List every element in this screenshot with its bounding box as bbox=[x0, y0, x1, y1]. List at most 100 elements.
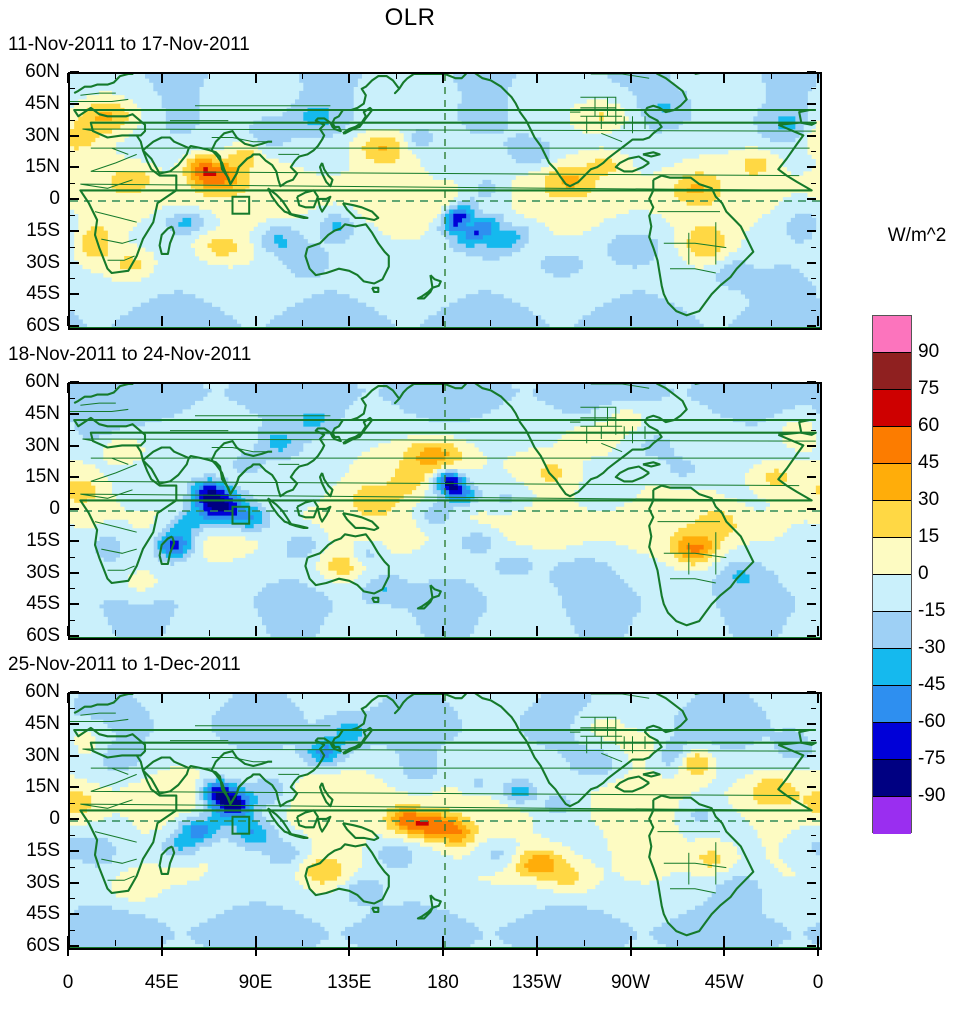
x-tick-outer bbox=[817, 946, 819, 956]
y-tick-major bbox=[70, 166, 79, 169]
colorbar-tick: 45 bbox=[918, 452, 940, 473]
coastline bbox=[296, 809, 319, 829]
x-tick-major bbox=[442, 693, 444, 703]
x-tick-major bbox=[254, 936, 257, 946]
coastline bbox=[798, 418, 817, 436]
y-tick-major bbox=[70, 381, 79, 383]
political-border bbox=[80, 712, 116, 716]
x-tick-major bbox=[348, 693, 351, 703]
y-tick-minor bbox=[811, 151, 816, 153]
map-panel-1 bbox=[68, 72, 822, 330]
x-tick-minor bbox=[771, 383, 773, 389]
x-tick-major bbox=[629, 383, 632, 393]
y-axis-label: 15N bbox=[25, 466, 60, 488]
x-tick-minor bbox=[396, 693, 398, 699]
x-tick-minor bbox=[489, 693, 491, 699]
x-tick-minor bbox=[771, 320, 773, 326]
y-axis-label: 15S bbox=[26, 839, 60, 861]
colorbar-band bbox=[873, 390, 911, 427]
x-tick-major bbox=[535, 316, 538, 326]
coastline bbox=[474, 384, 688, 498]
x-tick-major bbox=[817, 626, 819, 636]
coastline bbox=[73, 726, 816, 757]
coastline bbox=[210, 769, 255, 806]
y-tick-major bbox=[807, 539, 816, 542]
coastline bbox=[79, 121, 817, 275]
x-tick-major bbox=[348, 316, 351, 326]
y-axis-label: 30N bbox=[25, 434, 60, 456]
colorbar-band bbox=[873, 316, 911, 353]
y-tick-minor bbox=[811, 524, 816, 526]
x-tick-minor bbox=[114, 320, 116, 326]
map-panel-3 bbox=[68, 692, 822, 950]
x-tick-major bbox=[160, 383, 163, 393]
coastline bbox=[210, 130, 273, 151]
coastline bbox=[342, 202, 380, 222]
y-tick-major bbox=[70, 786, 79, 789]
y-tick-major bbox=[70, 325, 79, 327]
x-tick-major bbox=[160, 626, 163, 636]
x-axis-label: 135E bbox=[327, 972, 372, 993]
y-tick-minor bbox=[811, 930, 816, 932]
x-tick-major bbox=[160, 73, 163, 83]
x-tick-outer bbox=[67, 946, 69, 956]
x-tick-minor bbox=[114, 940, 116, 946]
y-tick-major bbox=[70, 571, 79, 574]
colorbar-band bbox=[873, 760, 911, 797]
x-tick-minor bbox=[583, 383, 585, 389]
x-tick-minor bbox=[583, 320, 585, 326]
coastline bbox=[79, 431, 817, 585]
x-tick-minor bbox=[583, 630, 585, 636]
anomaly-fill-region bbox=[415, 447, 713, 558]
x-tick-minor bbox=[677, 693, 679, 699]
coastline bbox=[318, 472, 334, 498]
anomaly-fill-region bbox=[70, 694, 820, 948]
y-tick-major bbox=[70, 293, 79, 296]
x-tick-major bbox=[254, 626, 257, 636]
colorbar-band bbox=[873, 723, 911, 760]
coastline bbox=[158, 535, 176, 565]
x-tick-minor bbox=[677, 73, 679, 79]
coastline bbox=[296, 189, 319, 209]
coastline bbox=[73, 416, 816, 447]
region-box-marker bbox=[231, 505, 251, 525]
x-tick-outer bbox=[348, 946, 351, 956]
y-tick-minor bbox=[811, 866, 816, 868]
x-tick-major bbox=[535, 383, 538, 393]
colorbar-band bbox=[873, 353, 911, 390]
x-tick-outer bbox=[629, 946, 632, 956]
colorbar-band bbox=[873, 649, 911, 686]
political-border bbox=[90, 773, 800, 797]
coastline bbox=[316, 505, 332, 523]
y-tick-minor bbox=[70, 739, 75, 741]
political-border bbox=[601, 132, 623, 143]
political-border bbox=[601, 752, 623, 763]
coastline bbox=[142, 446, 190, 485]
anomaly-fill-region bbox=[157, 413, 750, 592]
y-tick-minor bbox=[811, 183, 816, 185]
x-tick-minor bbox=[583, 940, 585, 946]
y-axis-label: 0 bbox=[49, 498, 60, 519]
y-tick-major bbox=[70, 444, 79, 447]
anomaly-fill-region bbox=[70, 384, 820, 638]
political-border bbox=[670, 578, 716, 584]
colorbar-tick: -60 bbox=[918, 711, 946, 732]
x-tick-outer bbox=[442, 946, 444, 956]
x-tick-major bbox=[254, 316, 257, 326]
x-axis-label: 90W bbox=[610, 972, 651, 993]
y-tick-major bbox=[70, 102, 79, 105]
coastline bbox=[73, 106, 816, 137]
y-axis-label: 30S bbox=[26, 251, 60, 273]
y-tick-major bbox=[70, 635, 79, 637]
y-tick-minor bbox=[70, 246, 75, 248]
coastline bbox=[648, 174, 755, 317]
y-axis-label: 45S bbox=[26, 903, 60, 925]
x-tick-minor bbox=[114, 630, 116, 636]
coastline bbox=[416, 894, 442, 920]
coastline bbox=[371, 286, 380, 294]
y-tick-minor bbox=[811, 214, 816, 216]
coastline bbox=[318, 782, 334, 808]
coastline bbox=[342, 822, 380, 842]
y-axis-label: 45S bbox=[26, 283, 60, 305]
political-border bbox=[70, 98, 129, 102]
